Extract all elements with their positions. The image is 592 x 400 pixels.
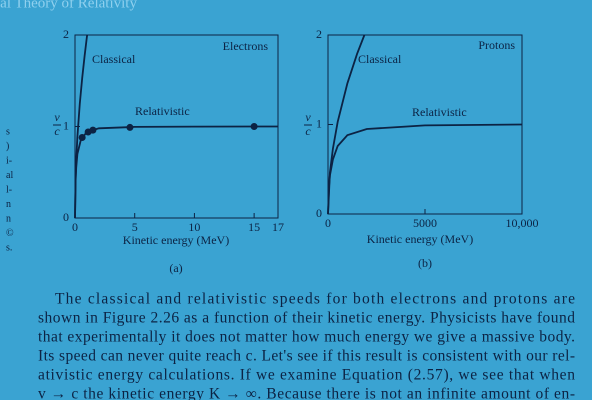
paragraph-line: v → c the kinetic energy K → ∞. Because … [38, 386, 575, 400]
y-tick-label: 1 [316, 116, 322, 130]
margin-fragment: ) [6, 141, 9, 152]
x-tick-label: 5000 [413, 216, 437, 230]
margin-fragment: © [6, 228, 14, 239]
x-axis-label: Kinetic energy (MeV) [367, 232, 473, 246]
data-point [78, 133, 86, 141]
x-tick-label: 17 [272, 220, 284, 234]
caption: (a) [169, 261, 182, 275]
series-label: Classical [358, 52, 402, 66]
margin-fragment: n [6, 213, 11, 224]
paragraph-line: that experimentally it does not matter h… [38, 329, 575, 346]
paragraph-line: The classical and relativistic speeds fo… [55, 291, 575, 308]
y-tick-label: 2 [63, 27, 69, 41]
paragraph-line: Its speed can never quite reach c. Let's… [38, 348, 575, 365]
data-point [89, 126, 97, 134]
margin-fragment: n [6, 199, 11, 210]
x-tick-label: 5 [132, 220, 138, 234]
x-tick-label: 10,000 [506, 216, 539, 230]
paragraph-line: shown in Figure 2.26 as a function of th… [38, 310, 575, 327]
curve [327, 123, 523, 215]
chart-title: Protons [478, 38, 515, 52]
x-tick-label: 10 [188, 220, 200, 234]
margin-fragment: s [6, 126, 10, 137]
paragraph-line: ativistic energy calculations. If we exa… [38, 367, 575, 384]
data-point [126, 123, 134, 131]
series-label: Relativistic [135, 104, 190, 118]
y-label-numerator: v [54, 110, 60, 124]
margin-fragment: al [6, 170, 13, 181]
y-tick-label: 0 [63, 210, 69, 224]
series-label: Classical [92, 52, 136, 66]
y-label-denominator: c [305, 124, 311, 138]
y-label-denominator: c [54, 124, 60, 138]
x-tick-label: 15 [248, 220, 260, 234]
y-tick-label: 1 [63, 118, 69, 132]
x-axis-label: Kinetic energy (MeV) [123, 233, 229, 247]
margin-fragment: i- [6, 155, 12, 166]
page-header: ial Theory of Relativity [0, 0, 137, 11]
y-label-numerator: v [305, 110, 311, 124]
y-tick-label: 0 [316, 206, 322, 220]
data-point [250, 123, 258, 130]
margin-fragment: l- [6, 184, 12, 195]
y-tick-label: 2 [316, 27, 322, 41]
caption: (b) [418, 256, 432, 270]
chart-title: Electrons [223, 39, 269, 53]
margin-fragment: s. [6, 242, 12, 253]
x-tick-label: 0 [72, 220, 78, 234]
x-tick-label: 0 [325, 216, 331, 230]
series-label: Relativistic [412, 105, 467, 119]
